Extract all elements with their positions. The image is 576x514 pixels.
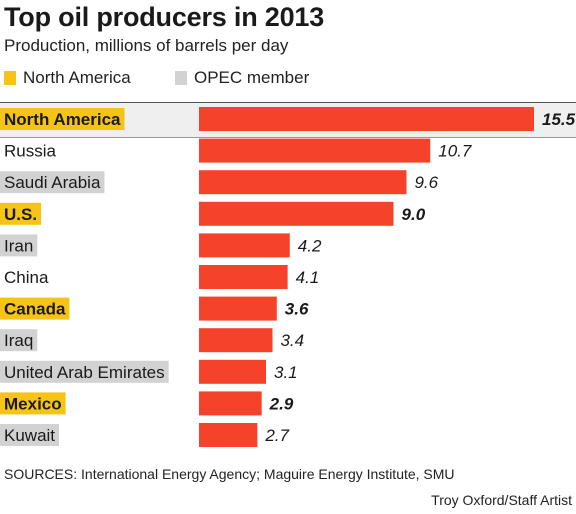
- label-highlight-mexico: [0, 392, 66, 415]
- bar-saudi-arabia: [199, 170, 407, 195]
- category-label-china: China: [4, 268, 49, 287]
- category-label-saudi-arabia: Saudi Arabia: [4, 173, 101, 192]
- value-label-iraq: 3.4: [280, 331, 304, 350]
- value-label-kuwait: 2.7: [264, 426, 289, 445]
- legend: North America OPEC member: [0, 68, 576, 92]
- legend-label-north-america: North America: [23, 68, 131, 87]
- category-label-north-america: North America: [4, 110, 121, 129]
- category-label-u-s: U.S.: [4, 205, 37, 224]
- sources-note: SOURCES: International Energy Agency; Ma…: [4, 466, 455, 482]
- bar-united-arab-emirates: [199, 359, 266, 384]
- label-highlight-united-arab-emirates: [0, 360, 169, 383]
- bar-u-s: [199, 201, 394, 226]
- value-label-mexico: 2.9: [269, 394, 294, 413]
- value-label-north-america: 15.5: [542, 110, 576, 129]
- legend-item-opec: OPEC member: [175, 68, 309, 88]
- chart-title: Top oil producers in 2013: [4, 2, 325, 32]
- legend-swatch-opec: [175, 71, 187, 85]
- value-label-saudi-arabia: 9.6: [414, 173, 438, 192]
- label-highlight-canada: [0, 297, 70, 320]
- value-label-canada: 3.6: [285, 300, 309, 319]
- category-label-iran: Iran: [4, 236, 33, 255]
- category-label-russia: Russia: [4, 142, 57, 161]
- category-label-mexico: Mexico: [4, 394, 62, 413]
- label-highlight-north-america: [0, 108, 125, 130]
- artist-credit: Troy Oxford/Staff Artist: [431, 492, 572, 508]
- category-label-kuwait: Kuwait: [4, 426, 55, 445]
- category-label-united-arab-emirates: United Arab Emirates: [4, 363, 165, 382]
- legend-label-opec: OPEC member: [194, 68, 310, 87]
- value-label-u-s: 9.0: [402, 205, 426, 224]
- label-highlight-kuwait: [0, 424, 60, 446]
- value-label-united-arab-emirates: 3.1: [274, 363, 298, 382]
- bar-north-america: [199, 107, 534, 131]
- value-label-russia: 10.7: [438, 142, 472, 161]
- bar-canada: [199, 296, 277, 321]
- bar-iran: [199, 233, 290, 258]
- label-highlight-saudi-arabia: [0, 171, 105, 194]
- label-highlight-u-s: [0, 202, 42, 225]
- bar-china: [199, 265, 288, 289]
- label-highlight-iran: [0, 234, 38, 257]
- label-highlight-iraq: [0, 329, 38, 352]
- header-divider: [0, 102, 576, 103]
- legend-item-north-america: North America: [4, 68, 131, 88]
- bar-russia: [199, 138, 431, 163]
- category-label-iraq: Iraq: [4, 331, 33, 350]
- category-label-canada: Canada: [4, 300, 66, 319]
- value-label-china: 4.1: [296, 268, 320, 287]
- bar-mexico: [199, 391, 262, 416]
- value-label-iran: 4.2: [298, 236, 322, 255]
- bar-kuwait: [199, 423, 258, 447]
- chart-subtitle: Production, millions of barrels per day: [4, 36, 289, 55]
- bar-iraq: [199, 328, 273, 353]
- legend-swatch-north-america: [4, 71, 16, 85]
